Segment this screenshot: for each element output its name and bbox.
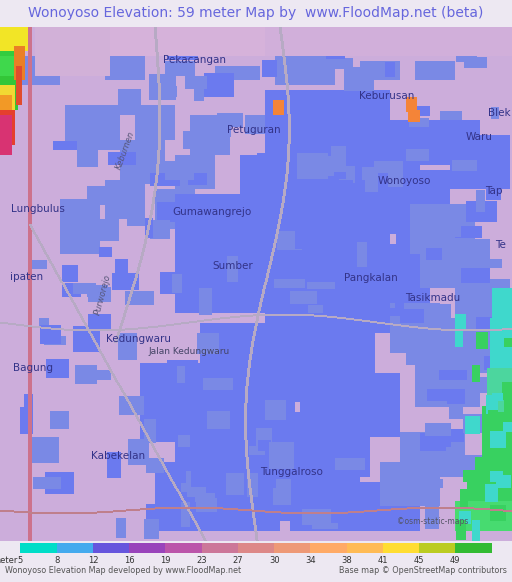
Text: 45: 45 xyxy=(414,556,424,565)
Text: Kabekelan: Kabekelan xyxy=(91,452,145,462)
Text: Wonoyoso Elevation Map developed by www.FloodMap.net: Wonoyoso Elevation Map developed by www.… xyxy=(5,566,241,574)
Text: 5: 5 xyxy=(18,556,23,565)
Bar xyxy=(238,542,274,553)
Bar xyxy=(383,542,419,553)
Bar xyxy=(165,542,202,553)
Text: Wonoyoso Elevation: 59 meter Map by  www.FloodMap.net (beta): Wonoyoso Elevation: 59 meter Map by www.… xyxy=(28,6,484,20)
Text: 12: 12 xyxy=(88,556,98,565)
Text: 49: 49 xyxy=(450,556,460,565)
Text: Tap: Tap xyxy=(485,186,503,196)
Text: 8: 8 xyxy=(54,556,59,565)
Text: 16: 16 xyxy=(124,556,135,565)
Text: Waru: Waru xyxy=(465,132,492,143)
Bar xyxy=(274,542,310,553)
Text: Keburusan: Keburusan xyxy=(359,91,414,101)
Bar xyxy=(57,542,93,553)
Text: 27: 27 xyxy=(232,556,243,565)
Text: Gumawangrejo: Gumawangrejo xyxy=(173,207,252,217)
Text: 30: 30 xyxy=(269,556,280,565)
Text: Lungbulus: Lungbulus xyxy=(11,204,66,214)
Text: meter: meter xyxy=(0,556,18,565)
Text: Base map © OpenStreetMap contributors: Base map © OpenStreetMap contributors xyxy=(339,566,507,574)
Text: Petuguran: Petuguran xyxy=(227,125,280,134)
Bar xyxy=(20,542,57,553)
Bar xyxy=(129,542,165,553)
Bar xyxy=(347,542,383,553)
Text: Bagung: Bagung xyxy=(13,363,53,373)
Bar xyxy=(419,542,455,553)
Text: ©osm-static-maps: ©osm-static-maps xyxy=(397,517,468,526)
Text: Wonoyoso: Wonoyoso xyxy=(378,176,431,186)
Bar xyxy=(93,542,129,553)
Bar xyxy=(310,542,347,553)
Text: 41: 41 xyxy=(377,556,388,565)
Bar xyxy=(455,542,492,553)
Text: 23: 23 xyxy=(196,556,207,565)
Text: ipaten: ipaten xyxy=(10,272,43,282)
Text: Tasikmadu: Tasikmadu xyxy=(405,293,460,303)
Text: Blek: Blek xyxy=(488,108,510,118)
Text: Pangkalan: Pangkalan xyxy=(345,273,398,283)
Text: Jalan Kedungwaru: Jalan Kedungwaru xyxy=(149,347,230,356)
Text: Purworejo: Purworejo xyxy=(93,273,112,315)
Text: Sumber: Sumber xyxy=(212,261,253,271)
Text: Keburnen: Keburnen xyxy=(114,130,137,171)
Text: Kedungwaru: Kedungwaru xyxy=(106,334,170,344)
Text: Tunggalroso: Tunggalroso xyxy=(261,467,323,477)
Text: Pekacangan: Pekacangan xyxy=(163,55,226,65)
Text: 38: 38 xyxy=(341,556,352,565)
Text: 34: 34 xyxy=(305,556,316,565)
Text: Te: Te xyxy=(495,240,506,250)
Text: 19: 19 xyxy=(160,556,170,565)
Bar xyxy=(202,542,238,553)
